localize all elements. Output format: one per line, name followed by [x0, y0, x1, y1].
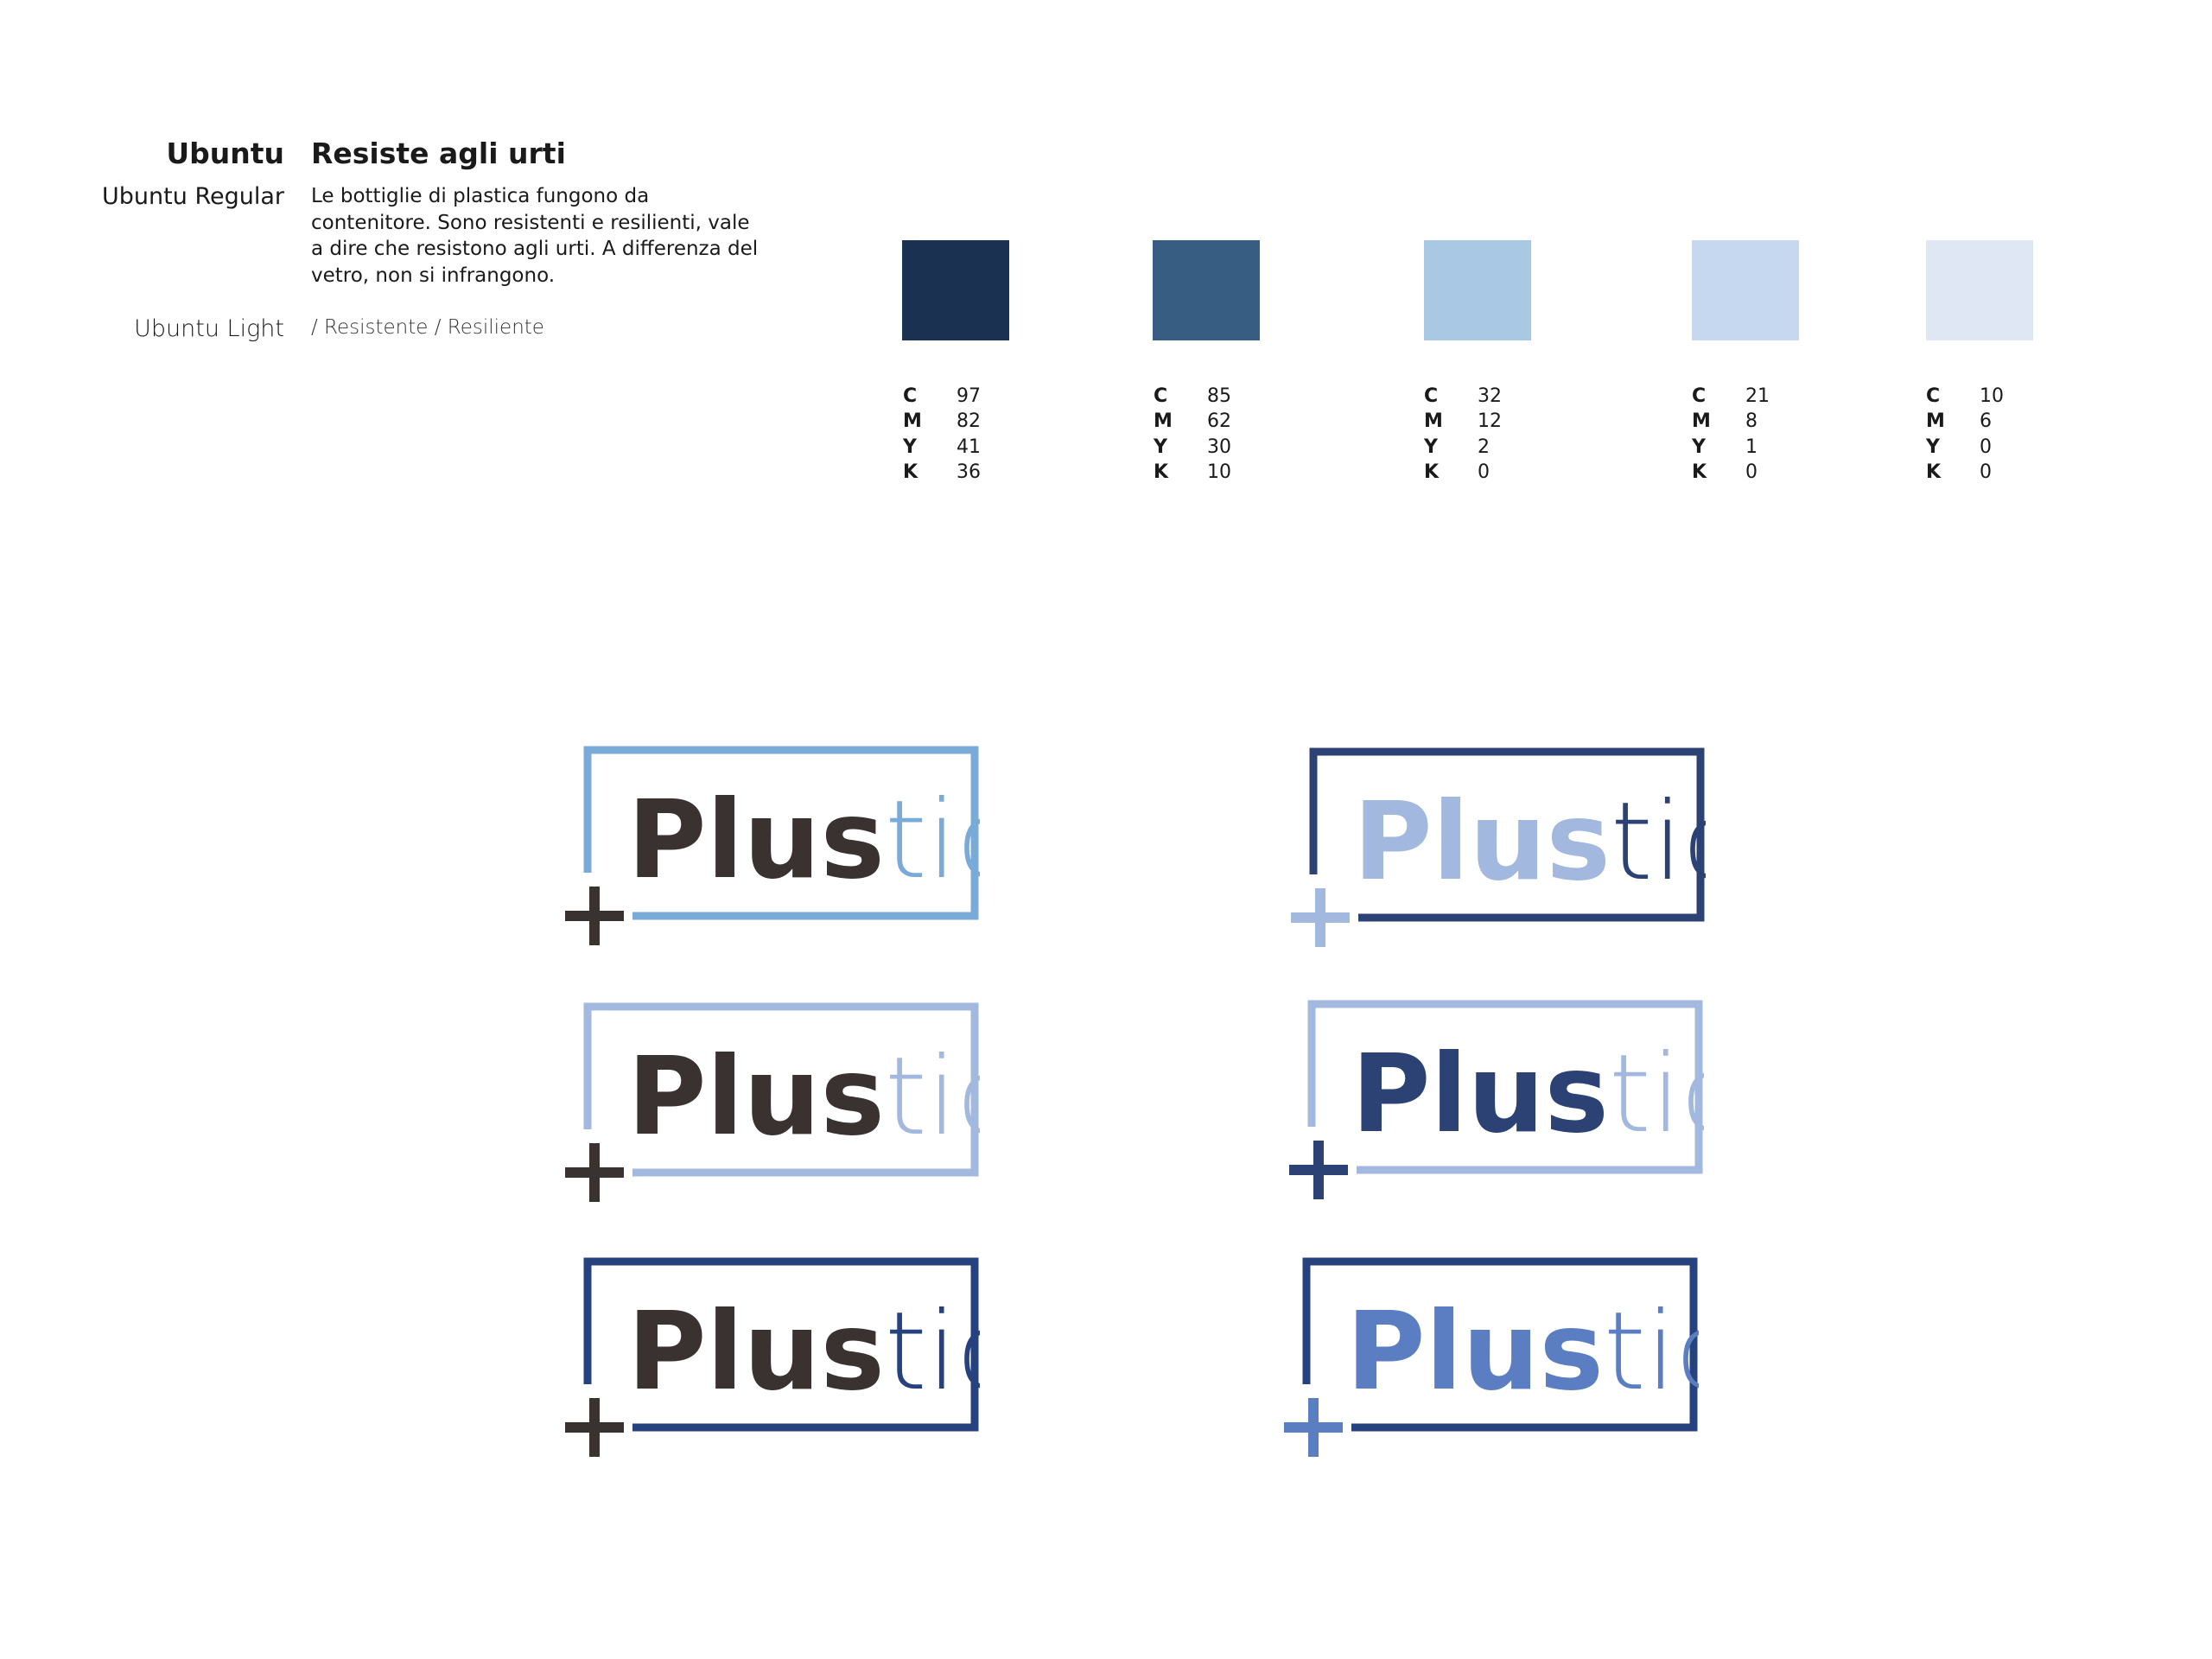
logo-word-bold: Plus	[1353, 779, 1611, 905]
cmyk-label: Y	[1154, 435, 1167, 458]
cmyk-label: K	[1692, 461, 1707, 483]
color-swatch	[1926, 240, 2033, 340]
logo-variant: Plustic	[1282, 745, 1706, 952]
logo-wordmark: Plustic	[627, 1034, 980, 1160]
cmyk-value: 8	[1745, 410, 1758, 433]
cmyk-label: C	[1692, 385, 1707, 407]
cmyk-label: M	[1424, 410, 1443, 433]
cmyk-value: 1	[1745, 435, 1758, 458]
logo-word-light: tic	[1604, 1289, 1699, 1414]
logo-variant: Plustic	[556, 1000, 980, 1207]
cmyk-value: 10	[1980, 385, 2004, 407]
cmyk-label: Y	[903, 435, 917, 458]
cmyk-value: 85	[1207, 385, 1231, 407]
cmyk-value: 6	[1980, 410, 1992, 433]
cmyk-value: 2	[1478, 435, 1490, 458]
cmyk-label: Y	[1692, 435, 1706, 458]
logo-variant: Plustic	[556, 1255, 980, 1462]
cmyk-values: C 21 M 8 Y 1 K 0	[1692, 384, 1770, 485]
cmyk-label: C	[1926, 385, 1941, 407]
cmyk-label: M	[1154, 410, 1173, 433]
logo-wordmark: Plustic	[1346, 1289, 1699, 1414]
cmyk-value: 30	[1207, 435, 1231, 458]
cmyk-label: M	[1926, 410, 1945, 433]
logo-word-light: tic	[1609, 1032, 1704, 1157]
cmyk-value: 41	[957, 435, 981, 458]
logo-word-bold: Plus	[1346, 1289, 1604, 1414]
color-swatch	[1692, 240, 1799, 340]
font-family-name: Ubuntu	[166, 137, 284, 170]
logo-frame	[583, 746, 979, 920]
plus-icon	[589, 1143, 600, 1202]
sample-body-text: Le bottiglie di plastica fungono da cont…	[311, 185, 759, 287]
cmyk-value: 0	[1478, 461, 1490, 483]
logo-frame	[1307, 1000, 1703, 1174]
logo-word-bold: Plus	[627, 1034, 885, 1160]
plus-icon	[1313, 1141, 1324, 1199]
logo-frame	[583, 1257, 979, 1432]
color-swatch	[1153, 240, 1260, 340]
cmyk-values: C 10 M 6 Y 0 K 0	[1926, 384, 2004, 485]
logo-variant: Plustic	[556, 743, 980, 950]
color-swatch	[902, 240, 1009, 340]
cmyk-value: 36	[957, 461, 981, 483]
logo-wordmark: Plustic	[627, 778, 980, 903]
sample-heading: Resiste agli urti	[311, 137, 566, 170]
cmyk-value: 12	[1478, 410, 1502, 433]
cmyk-label: K	[1154, 461, 1169, 483]
cmyk-value: 10	[1207, 461, 1231, 483]
plus-icon	[589, 1398, 600, 1457]
cmyk-values: C 97 M 82 Y 41 K 36	[903, 384, 981, 485]
cmyk-label: Y	[1926, 435, 1940, 458]
logo-word-light: tic	[885, 1034, 980, 1160]
logo-word-light: tic	[1611, 779, 1706, 905]
cmyk-value: 0	[1745, 461, 1758, 483]
cmyk-label: Y	[1424, 435, 1438, 458]
cmyk-value: 97	[957, 385, 981, 407]
font-weight-regular-label: Ubuntu Regular	[102, 183, 284, 210]
cmyk-value: 21	[1745, 385, 1770, 407]
font-weight-light-label: Ubuntu Light	[134, 315, 284, 342]
cmyk-label: K	[1926, 461, 1942, 483]
sample-keywords: / Resistente / Resiliente	[311, 316, 544, 339]
plus-icon	[589, 887, 600, 945]
cmyk-label: C	[1424, 385, 1439, 407]
logo-frame	[583, 1002, 979, 1177]
logo-word-light: tic	[885, 778, 980, 903]
cmyk-values: C 32 M 12 Y 2 K 0	[1424, 384, 1502, 485]
cmyk-value: 62	[1207, 410, 1231, 433]
logo-wordmark: Plustic	[1353, 779, 1706, 905]
color-swatch	[1424, 240, 1531, 340]
logo-word-bold: Plus	[627, 1289, 885, 1414]
cmyk-label: K	[903, 461, 918, 483]
cmyk-value: 82	[957, 410, 981, 433]
logo-variant: Plustic	[1281, 997, 1704, 1205]
plus-icon	[1315, 888, 1325, 947]
logo-frame	[1309, 747, 1705, 922]
logo-wordmark: Plustic	[627, 1289, 980, 1414]
logo-wordmark: Plustic	[1351, 1032, 1704, 1157]
logo-variant: Plustic	[1275, 1255, 1699, 1462]
logo-word-light: tic	[885, 1289, 980, 1414]
cmyk-label: M	[1692, 410, 1711, 433]
plus-icon	[1308, 1398, 1319, 1457]
cmyk-label: C	[903, 385, 918, 407]
cmyk-label: C	[1154, 385, 1168, 407]
cmyk-label: M	[903, 410, 922, 433]
logo-frame	[1302, 1257, 1698, 1432]
cmyk-value: 0	[1980, 435, 1992, 458]
cmyk-label: K	[1424, 461, 1440, 483]
cmyk-values: C 85 M 62 Y 30 K 10	[1154, 384, 1231, 485]
logo-word-bold: Plus	[627, 778, 885, 903]
cmyk-value: 0	[1980, 461, 1992, 483]
cmyk-value: 32	[1478, 385, 1502, 407]
logo-word-bold: Plus	[1351, 1032, 1609, 1157]
